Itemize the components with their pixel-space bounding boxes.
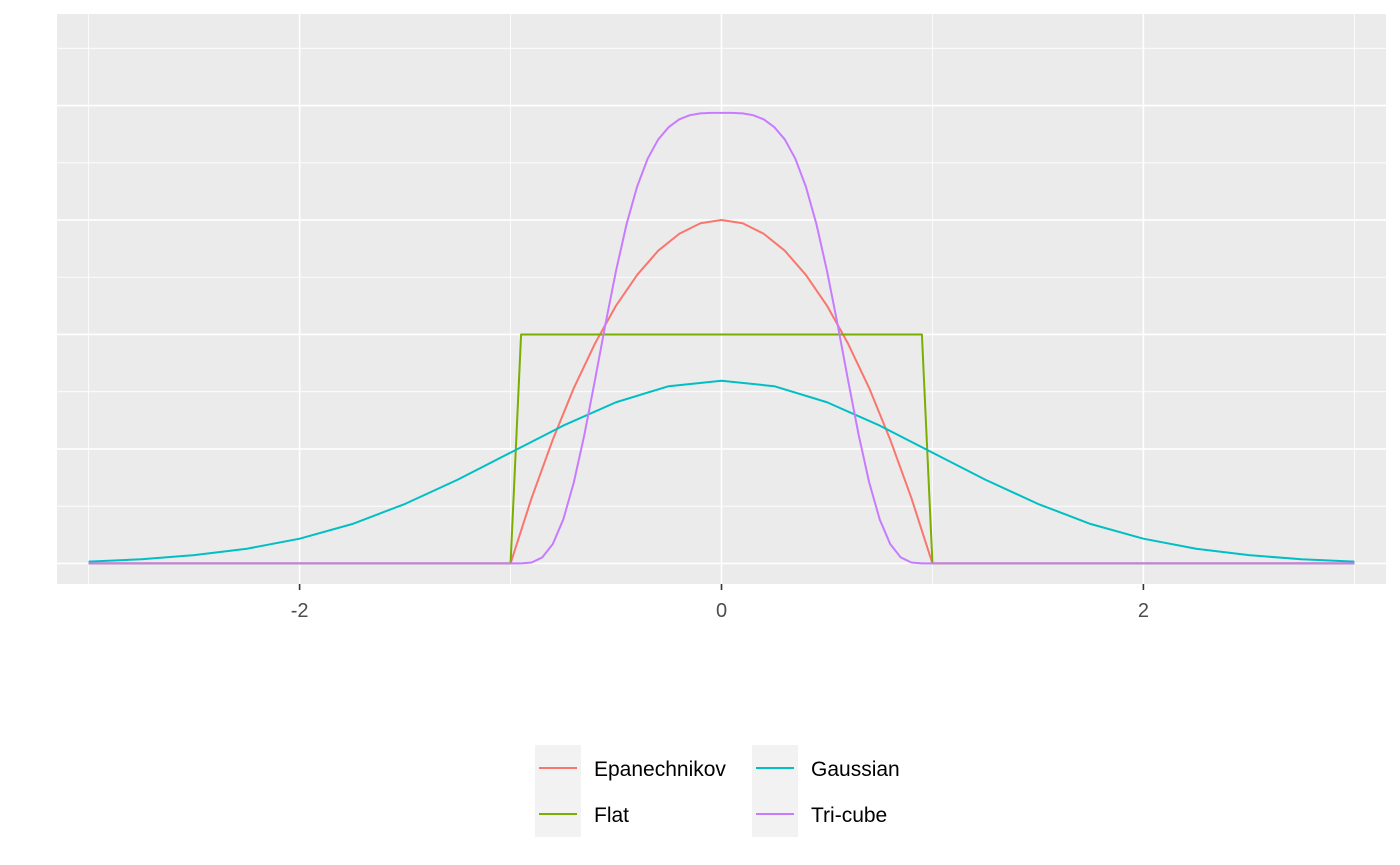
- legend-label: Epanechnikov: [594, 758, 726, 781]
- series-line-tri-cube: [88, 111, 1355, 565]
- x-tick-label: 0: [716, 600, 727, 622]
- legend-label: Flat: [594, 804, 629, 827]
- legend: Epanechnikov Gaussian Flat Tri-cube: [535, 745, 900, 837]
- series-lines: [88, 111, 1355, 565]
- series-line-gaussian: [88, 379, 1355, 563]
- x-tick-label: -2: [291, 600, 309, 622]
- legend-label: Gaussian: [811, 758, 900, 781]
- x-axis: -2 0 2: [291, 584, 1149, 622]
- x-tick-label: 2: [1138, 600, 1149, 622]
- legend-label: Tri-cube: [811, 804, 887, 827]
- series-line-epanechnikov: [88, 219, 1355, 565]
